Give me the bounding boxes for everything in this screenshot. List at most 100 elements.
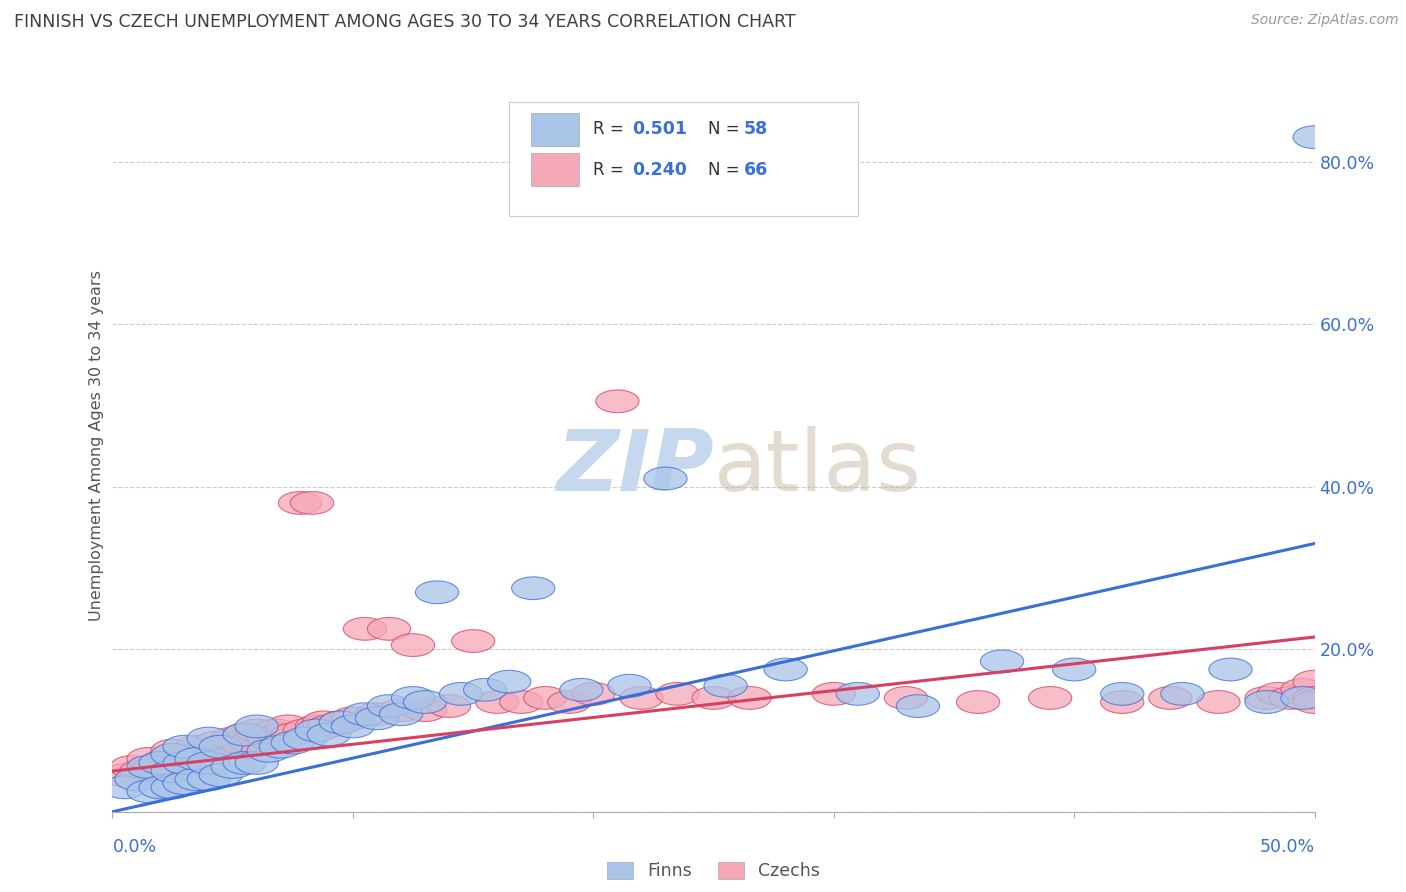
Ellipse shape	[291, 491, 333, 515]
Text: 66: 66	[744, 161, 768, 178]
Ellipse shape	[367, 617, 411, 640]
Ellipse shape	[127, 780, 170, 803]
Ellipse shape	[1294, 126, 1336, 149]
Ellipse shape	[163, 735, 207, 758]
Ellipse shape	[356, 706, 398, 730]
Text: 0.0%: 0.0%	[112, 838, 156, 856]
Ellipse shape	[271, 723, 315, 746]
Ellipse shape	[163, 747, 207, 771]
Ellipse shape	[174, 768, 218, 790]
Ellipse shape	[1029, 687, 1071, 709]
Ellipse shape	[139, 752, 183, 774]
Ellipse shape	[980, 650, 1024, 673]
Ellipse shape	[1294, 687, 1336, 709]
Ellipse shape	[200, 764, 242, 787]
Ellipse shape	[134, 756, 177, 779]
Ellipse shape	[896, 695, 939, 717]
Ellipse shape	[512, 577, 555, 599]
Ellipse shape	[884, 687, 928, 709]
Ellipse shape	[332, 715, 374, 738]
Ellipse shape	[655, 682, 699, 706]
Ellipse shape	[523, 687, 567, 709]
Ellipse shape	[115, 768, 157, 790]
Ellipse shape	[1281, 687, 1324, 709]
Ellipse shape	[224, 723, 266, 746]
Ellipse shape	[488, 670, 531, 693]
Ellipse shape	[110, 756, 153, 779]
Ellipse shape	[644, 467, 688, 490]
Ellipse shape	[380, 698, 423, 722]
Ellipse shape	[259, 735, 302, 758]
Ellipse shape	[103, 764, 146, 787]
Ellipse shape	[283, 727, 326, 750]
Ellipse shape	[427, 695, 471, 717]
Ellipse shape	[127, 747, 170, 771]
Text: Source: ZipAtlas.com: Source: ZipAtlas.com	[1251, 13, 1399, 28]
Bar	[531, 113, 579, 146]
Ellipse shape	[308, 715, 350, 738]
Legend: Finns, Czechs: Finns, Czechs	[600, 855, 827, 888]
Text: 50.0%: 50.0%	[1260, 838, 1315, 856]
Ellipse shape	[319, 711, 363, 734]
Text: N =: N =	[707, 120, 744, 138]
Ellipse shape	[235, 719, 278, 742]
Ellipse shape	[295, 715, 339, 738]
Ellipse shape	[1244, 687, 1288, 709]
Ellipse shape	[956, 690, 1000, 714]
Ellipse shape	[464, 679, 506, 701]
Ellipse shape	[391, 687, 434, 709]
Ellipse shape	[837, 682, 879, 706]
Ellipse shape	[163, 752, 207, 774]
Ellipse shape	[1270, 687, 1312, 709]
Ellipse shape	[187, 752, 231, 774]
Ellipse shape	[1197, 690, 1240, 714]
Text: ZIP: ZIP	[555, 426, 713, 509]
Ellipse shape	[187, 727, 231, 750]
Ellipse shape	[235, 752, 278, 774]
Ellipse shape	[200, 735, 242, 758]
Ellipse shape	[343, 617, 387, 640]
Ellipse shape	[607, 674, 651, 698]
Ellipse shape	[1209, 658, 1253, 681]
Ellipse shape	[391, 633, 434, 657]
Ellipse shape	[247, 727, 291, 750]
Ellipse shape	[139, 752, 183, 774]
Ellipse shape	[146, 747, 190, 771]
Ellipse shape	[332, 706, 374, 730]
Ellipse shape	[170, 743, 214, 766]
Ellipse shape	[150, 739, 194, 762]
Ellipse shape	[356, 703, 398, 725]
Ellipse shape	[451, 630, 495, 652]
Ellipse shape	[207, 735, 249, 758]
Ellipse shape	[475, 690, 519, 714]
Ellipse shape	[692, 687, 735, 709]
Ellipse shape	[218, 731, 262, 754]
Ellipse shape	[572, 682, 614, 706]
Text: R =: R =	[593, 161, 630, 178]
Ellipse shape	[1281, 679, 1324, 701]
Ellipse shape	[1161, 682, 1204, 706]
Ellipse shape	[620, 687, 664, 709]
Ellipse shape	[150, 776, 194, 798]
Ellipse shape	[560, 679, 603, 701]
Ellipse shape	[271, 731, 315, 754]
Ellipse shape	[120, 760, 163, 782]
Ellipse shape	[704, 674, 747, 698]
Ellipse shape	[295, 719, 339, 742]
Ellipse shape	[157, 752, 201, 774]
Ellipse shape	[247, 739, 291, 762]
Ellipse shape	[1294, 690, 1336, 714]
Ellipse shape	[211, 727, 254, 750]
Ellipse shape	[235, 715, 278, 738]
Ellipse shape	[319, 711, 363, 734]
Ellipse shape	[763, 658, 807, 681]
Ellipse shape	[380, 703, 423, 725]
Ellipse shape	[1101, 690, 1144, 714]
Ellipse shape	[283, 719, 326, 742]
Ellipse shape	[308, 723, 350, 746]
Ellipse shape	[224, 752, 266, 774]
Ellipse shape	[367, 695, 411, 717]
Ellipse shape	[174, 735, 218, 758]
Ellipse shape	[254, 719, 298, 742]
Ellipse shape	[728, 687, 772, 709]
